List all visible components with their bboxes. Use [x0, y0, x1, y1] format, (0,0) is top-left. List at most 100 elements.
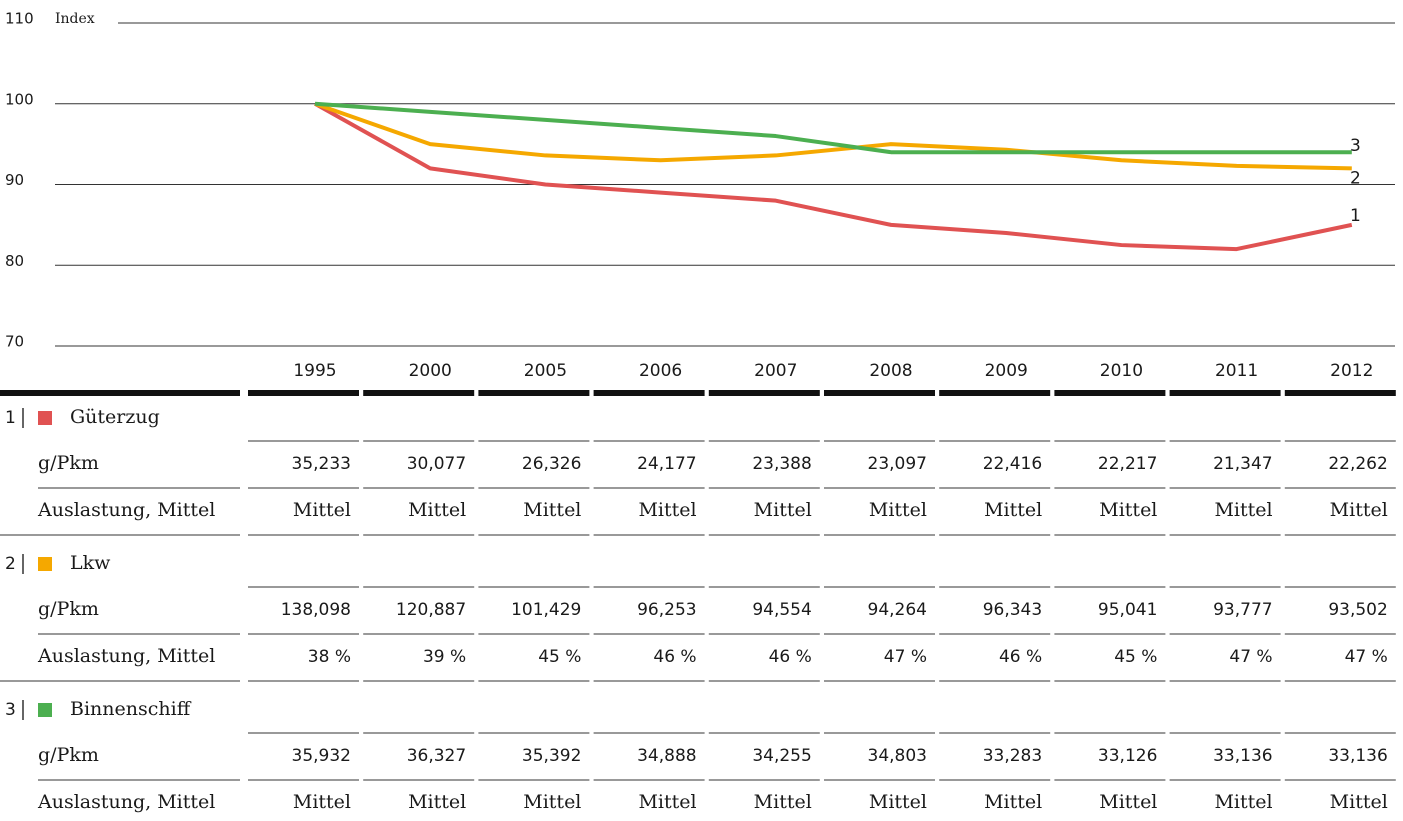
- cell: 30,077: [407, 454, 466, 474]
- header-rule: [1054, 390, 1166, 396]
- series-end-label: 3: [1350, 136, 1361, 156]
- group-name: Lkw: [70, 552, 111, 574]
- cell: 34,888: [637, 746, 696, 766]
- cell: 34,255: [752, 746, 811, 766]
- header-rule: [0, 390, 240, 396]
- cell: Mittel: [293, 499, 351, 521]
- legend-swatch: [38, 557, 52, 571]
- header-rule: [363, 390, 475, 396]
- cell: 95,041: [1098, 600, 1157, 620]
- row-label: Auslastung, Mittel: [37, 791, 215, 813]
- series-end-label: 2: [1350, 168, 1361, 188]
- cell: 35,932: [292, 746, 351, 766]
- cell: 33,136: [1328, 746, 1387, 766]
- cell: 35,392: [522, 746, 581, 766]
- cell: 120,887: [396, 600, 466, 620]
- cell: 138,098: [281, 600, 351, 620]
- cell: Mittel: [754, 791, 812, 813]
- cell: 45 %: [1114, 647, 1157, 667]
- header-rule: [478, 390, 590, 396]
- cell: Mittel: [1214, 791, 1272, 813]
- cell: 46 %: [653, 647, 696, 667]
- cell: Mittel: [1099, 499, 1157, 521]
- cell: Mittel: [638, 791, 696, 813]
- row-label: g/Pkm: [38, 452, 99, 474]
- cell: 94,264: [868, 600, 927, 620]
- header-rule: [708, 390, 820, 396]
- cell: 47 %: [1229, 647, 1272, 667]
- cell: Mittel: [638, 499, 696, 521]
- cell: 33,136: [1213, 746, 1272, 766]
- cell: 93,502: [1328, 600, 1387, 620]
- cell: Mittel: [984, 791, 1042, 813]
- line-series: [314, 101, 1352, 155]
- cell: Mittel: [293, 791, 351, 813]
- cell: 21,347: [1213, 454, 1272, 474]
- cell: Mittel: [408, 791, 466, 813]
- cell: Mittel: [408, 499, 466, 521]
- cell: 94,554: [752, 600, 811, 620]
- row-label: g/Pkm: [38, 598, 99, 620]
- y-tick-label: 80: [5, 252, 24, 270]
- column-header: 2007: [754, 361, 797, 381]
- cell: 34,803: [868, 746, 927, 766]
- header-rule: [939, 390, 1051, 396]
- y-tick-label: 100: [5, 90, 34, 108]
- cell: 47 %: [884, 647, 927, 667]
- cell: 22,262: [1328, 454, 1387, 474]
- row-label: g/Pkm: [38, 744, 99, 766]
- row-label: Auslastung, Mittel: [37, 499, 215, 521]
- column-header: 2008: [869, 361, 912, 381]
- cell: Mittel: [754, 499, 812, 521]
- cell: 35,233: [292, 454, 351, 474]
- cell: Mittel: [984, 499, 1042, 521]
- cell: 96,253: [637, 600, 696, 620]
- cell: 23,388: [752, 454, 811, 474]
- cell: 47 %: [1345, 647, 1388, 667]
- header-rule: [593, 390, 705, 396]
- cell: 96,343: [983, 600, 1042, 620]
- y-tick-label: 70: [5, 333, 24, 351]
- column-header: 2006: [639, 361, 682, 381]
- cell: Mittel: [523, 499, 581, 521]
- series-end-label: 1: [1350, 206, 1361, 226]
- cell: Mittel: [1214, 499, 1272, 521]
- cell: Mittel: [1330, 791, 1388, 813]
- header-rule: [1284, 390, 1396, 396]
- cell: 22,416: [983, 454, 1042, 474]
- cell: 93,777: [1213, 600, 1272, 620]
- column-header: 2012: [1330, 361, 1373, 381]
- cell: 45 %: [538, 647, 581, 667]
- group-number: 3: [5, 700, 16, 720]
- cell: 39 %: [423, 647, 466, 667]
- column-header: 2011: [1215, 361, 1258, 381]
- cell: 22,217: [1098, 454, 1157, 474]
- cell: Mittel: [869, 791, 927, 813]
- cell: 33,126: [1098, 746, 1157, 766]
- cell: 36,327: [407, 746, 466, 766]
- y-axis-label: Index: [55, 11, 95, 27]
- header-rule: [824, 390, 935, 396]
- header-rule: [248, 390, 359, 396]
- cell: Mittel: [523, 791, 581, 813]
- column-header: 2010: [1100, 361, 1143, 381]
- group-number: 1: [5, 408, 16, 428]
- cell: 26,326: [522, 454, 581, 474]
- cell: 46 %: [769, 647, 812, 667]
- column-header: 1995: [293, 361, 336, 381]
- group-number: 2: [5, 554, 16, 574]
- legend-swatch: [38, 411, 52, 425]
- group-name: Binnenschiff: [70, 698, 192, 720]
- column-header: 2000: [409, 361, 452, 381]
- cell: 46 %: [999, 647, 1042, 667]
- row-label: Auslastung, Mittel: [37, 645, 215, 667]
- header-rule: [1169, 390, 1281, 396]
- cell: Mittel: [869, 499, 927, 521]
- y-tick-label: 110: [5, 10, 34, 28]
- cell: 23,097: [868, 454, 927, 474]
- y-tick-label: 90: [5, 171, 24, 189]
- column-header: 2005: [524, 361, 567, 381]
- cell: 101,429: [511, 600, 581, 620]
- line-series: [314, 102, 1353, 252]
